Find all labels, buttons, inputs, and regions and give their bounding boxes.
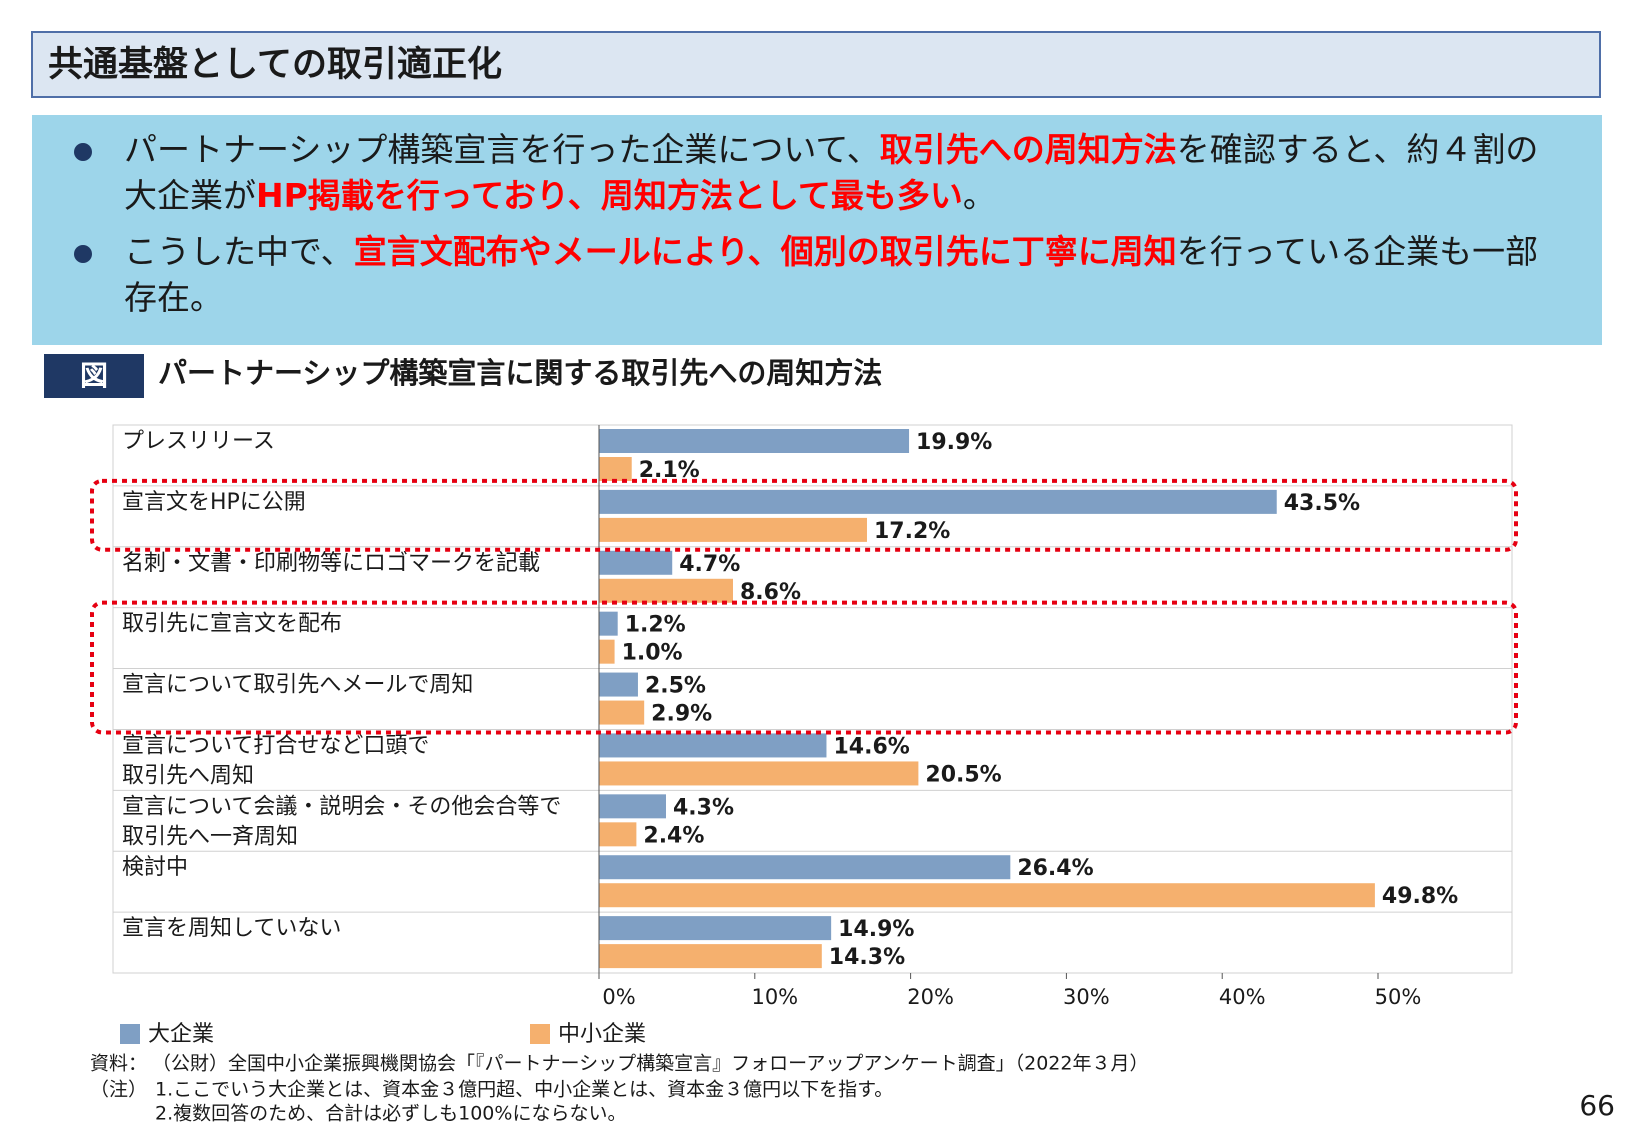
summary-panel: パートナーシップ構築宣言を行った企業について、取引先への周知方法を確認すると、約… bbox=[32, 115, 1602, 345]
bullet-text: パートナーシップ構築宣言を行った企業について、 bbox=[124, 130, 880, 169]
note-label: （注） bbox=[90, 1079, 147, 1101]
category-label: 名刺・文書・印刷物等にロゴマークを記載 bbox=[122, 551, 540, 576]
value-label: 1.2% bbox=[625, 613, 686, 638]
highlight-frame bbox=[90, 600, 1518, 735]
bar bbox=[599, 429, 910, 453]
category-label: 取引先へ一斉周知 bbox=[122, 824, 298, 849]
source: （公財）全国中小企業振興機関協会「『パートナーシップ構築宣言』フォローアップアン… bbox=[152, 1053, 1148, 1075]
bar bbox=[599, 489, 1277, 514]
value-label: 20.5% bbox=[925, 762, 1001, 787]
value-label: 26.4% bbox=[1017, 856, 1093, 881]
bar bbox=[599, 517, 867, 542]
bullet-dot bbox=[74, 143, 92, 161]
note: 2.複数回答のため、合計は必ずしも100%にならない。 bbox=[155, 1103, 626, 1125]
legend-label: 大企業 bbox=[148, 1022, 214, 1047]
x-tick-label: 50% bbox=[1375, 985, 1422, 1009]
category-label: 宣言について取引先へメールで周知 bbox=[122, 673, 473, 698]
source-label: 資料： bbox=[90, 1053, 147, 1075]
bullet-text: を行っている企業も一部存在。 bbox=[124, 232, 1539, 317]
value-label: 14.6% bbox=[833, 734, 909, 759]
category-label: 宣言について打合せなど口頭で bbox=[122, 733, 429, 758]
note: 1.ここでいう大企業とは、資本金３億円超、中小企業とは、資本金３億円以下を指す。 bbox=[155, 1079, 893, 1101]
figure-label-box bbox=[44, 354, 144, 398]
bullet-text: 。 bbox=[962, 176, 996, 215]
value-label: 2.1% bbox=[639, 458, 700, 483]
value-label: 14.3% bbox=[829, 945, 905, 970]
bullet-text: 取引先への周知方法 bbox=[879, 130, 1177, 169]
value-label: 2.5% bbox=[645, 674, 706, 699]
value-label: 4.7% bbox=[679, 552, 740, 577]
x-tick-label: 0% bbox=[602, 985, 635, 1009]
bar bbox=[599, 855, 1011, 880]
x-tick-label: 20% bbox=[907, 985, 954, 1009]
category-label: 検討中 bbox=[122, 855, 188, 880]
bullet: パートナーシップ構築宣言を行った企業について、取引先への周知方法を確認すると、約… bbox=[74, 127, 1542, 219]
slide-title: 共通基盤としての取引適正化 bbox=[48, 45, 502, 85]
title-bar bbox=[31, 31, 1601, 98]
category-label: 宣言文をHPに公開 bbox=[122, 490, 306, 515]
value-label: 1.0% bbox=[622, 641, 683, 666]
bar bbox=[599, 672, 638, 697]
value-label: 19.9% bbox=[916, 430, 992, 455]
bar bbox=[599, 822, 637, 847]
value-label: 43.5% bbox=[1284, 491, 1360, 516]
bullet-text: 宣言文配布やメールにより、個別の取引先に丁寧に周知 bbox=[353, 232, 1177, 271]
category-label: 取引先に宣言文を配布 bbox=[122, 612, 342, 637]
bar bbox=[599, 611, 618, 636]
bar bbox=[599, 733, 827, 758]
bullet-dot bbox=[74, 245, 92, 263]
bar bbox=[599, 761, 919, 786]
bar bbox=[599, 578, 733, 603]
bar bbox=[599, 883, 1375, 908]
bar bbox=[599, 457, 632, 481]
category-label: プレスリリース bbox=[122, 429, 275, 454]
legend-swatch bbox=[530, 1024, 550, 1044]
legend-label: 中小企業 bbox=[558, 1022, 646, 1047]
x-tick-label: 40% bbox=[1219, 985, 1266, 1009]
bar bbox=[599, 916, 832, 941]
bullet: こうした中で、宣言文配布やメールにより、個別の取引先に丁寧に周知を行っている企業… bbox=[74, 229, 1542, 321]
value-label: 14.9% bbox=[838, 917, 914, 942]
highlight-frame bbox=[90, 478, 1518, 552]
chart-title: パートナーシップ構築宣言に関する取引先への周知方法 bbox=[158, 356, 882, 390]
category-label: 宣言を周知していない bbox=[122, 916, 341, 941]
bar bbox=[599, 550, 673, 575]
bar bbox=[599, 700, 645, 725]
bar bbox=[599, 639, 615, 664]
value-label: 49.8% bbox=[1382, 884, 1458, 909]
value-label: 17.2% bbox=[874, 519, 950, 544]
bar bbox=[599, 944, 822, 969]
figure-label: 図 bbox=[80, 359, 108, 392]
value-label: 8.6% bbox=[740, 580, 801, 605]
category-label: 取引先へ周知 bbox=[122, 763, 254, 788]
legend-swatch bbox=[120, 1024, 140, 1044]
bullet-text: HP掲載を行っており、周知方法として最も多い bbox=[256, 176, 963, 215]
bar bbox=[599, 794, 666, 819]
plot-frame bbox=[112, 424, 1513, 974]
bullet-text: こうした中で、 bbox=[124, 232, 354, 271]
x-tick-label: 30% bbox=[1063, 985, 1110, 1009]
value-label: 2.9% bbox=[651, 702, 712, 727]
value-label: 2.4% bbox=[643, 823, 704, 848]
page-number: 66 bbox=[1579, 1089, 1615, 1122]
x-tick-label: 10% bbox=[751, 985, 798, 1009]
category-label: 宣言について会議・説明会・その他会合等で bbox=[122, 794, 561, 819]
bullet-text: を確認すると、約４割の大企業が bbox=[124, 130, 1539, 215]
value-label: 4.3% bbox=[673, 795, 734, 820]
